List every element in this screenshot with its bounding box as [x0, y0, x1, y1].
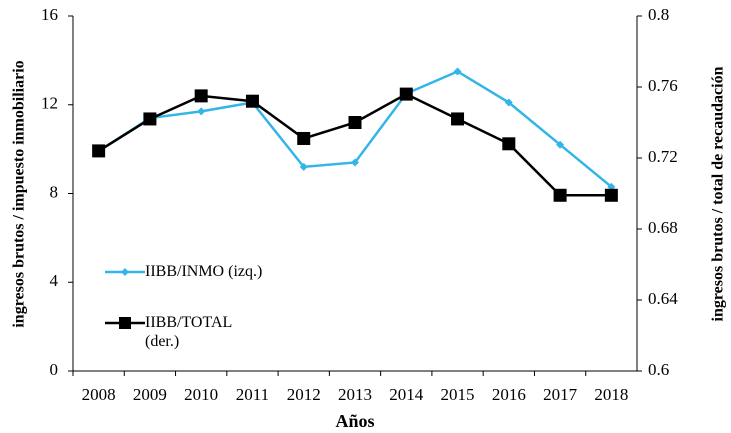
- y-tick-label: 12: [41, 94, 58, 113]
- diamond-marker: [556, 140, 565, 149]
- x-tick-label: 2009: [133, 385, 167, 404]
- y-tick-label: 16: [41, 5, 58, 24]
- diamond-marker: [453, 67, 462, 76]
- legend-item: IIBB/INMO (izq.): [105, 262, 275, 281]
- y2-tick-label: 0.68: [648, 218, 678, 237]
- y-tick-label: 8: [50, 182, 59, 201]
- x-tick-label: 2013: [338, 385, 372, 404]
- x-tick-label: 2012: [287, 385, 321, 404]
- y2-tick-label: 0.76: [648, 76, 678, 95]
- y2-tick-label: 0.8: [648, 5, 669, 24]
- square-marker: [297, 131, 311, 145]
- x-tick-label: 2015: [441, 385, 475, 404]
- y-axis-title: ingresos brutos / impuesto inmobiliario: [11, 60, 28, 327]
- diamond-marker: [197, 107, 206, 116]
- y2-axis-title: ingresos brutos / total de recaudación: [710, 66, 727, 321]
- series-line: [97, 92, 612, 197]
- square-marker: [502, 137, 516, 151]
- legend-item: IIBB/TOTAL (der.): [105, 313, 235, 351]
- x-tick-label: 2014: [389, 385, 424, 404]
- diamond-marker: [504, 98, 513, 107]
- square-marker: [604, 188, 618, 202]
- square-marker: [348, 116, 362, 129]
- legend-swatch: [105, 317, 145, 329]
- diamond-marker: [299, 162, 308, 171]
- x-tick-label: 2016: [492, 385, 526, 404]
- legend-label: IIBB/TOTAL (der.): [145, 314, 232, 350]
- x-tick-label: 2010: [184, 385, 218, 404]
- y-tick-label: 0: [50, 360, 59, 379]
- diamond-marker: [351, 158, 359, 167]
- legend-label: IIBB/INMO (izq.): [145, 263, 263, 280]
- y2-tick-label: 0.72: [648, 147, 678, 166]
- square-marker: [399, 87, 413, 101]
- square-marker: [194, 89, 208, 103]
- y-tick-label: 4: [50, 271, 59, 290]
- legend-swatch: [105, 268, 145, 276]
- x-axis-title: Años: [335, 411, 374, 431]
- square-marker: [92, 144, 106, 158]
- x-tick-label: 2008: [82, 385, 116, 404]
- square-marker: [451, 112, 465, 126]
- legend-marker: [119, 317, 131, 329]
- x-tick-label: 2011: [236, 385, 269, 404]
- square-marker: [553, 188, 567, 202]
- legend-marker: [121, 268, 129, 276]
- square-marker: [245, 94, 259, 108]
- y2-tick-label: 0.6: [648, 360, 669, 379]
- x-tick-label: 2017: [543, 385, 578, 404]
- x-tick-label: 2018: [594, 385, 628, 404]
- square-marker: [143, 112, 157, 126]
- y2-tick-label: 0.64: [648, 289, 678, 308]
